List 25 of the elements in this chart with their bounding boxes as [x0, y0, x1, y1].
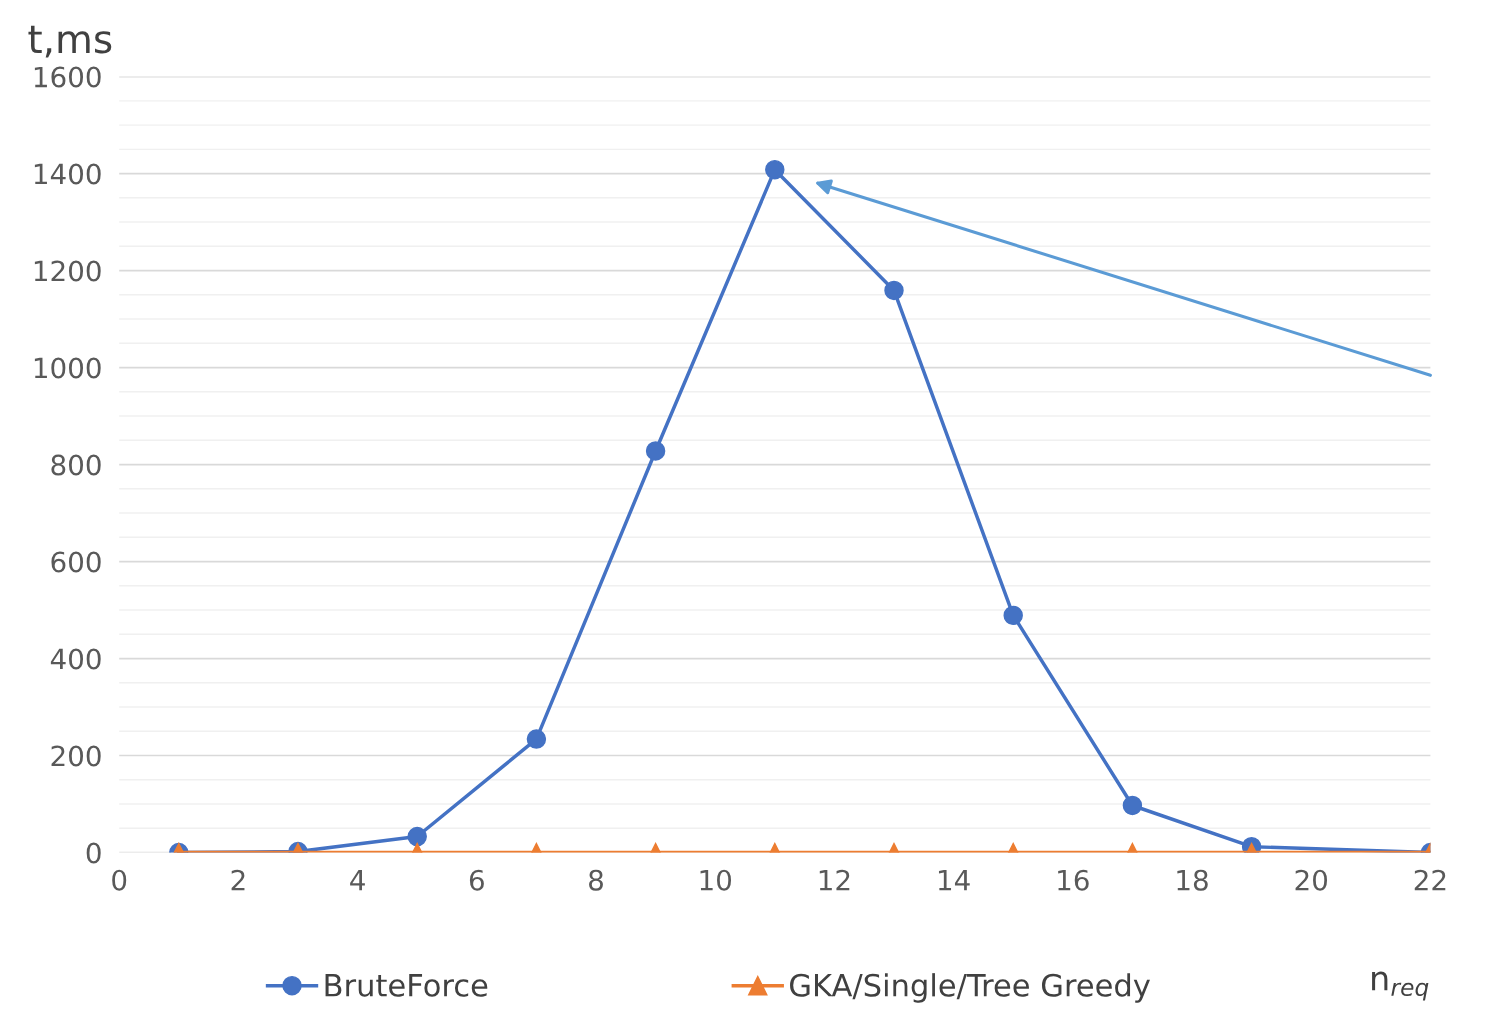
x-tick-label: 16	[1058, 869, 1089, 891]
x-tick-label: 14	[938, 870, 970, 891]
y-tick-label: 200	[51, 745, 101, 767]
y-tick-label: 1000	[34, 357, 101, 379]
x-tick-label: 8	[589, 869, 603, 891]
x-tick-label: 18	[1177, 869, 1208, 891]
x-tick-label: 0	[112, 869, 127, 891]
x-tick-label: 4	[350, 870, 365, 891]
x-axis-title: n$_{req}$	[1372, 971, 1429, 1001]
y-axis-title: t,ms	[28, 25, 112, 58]
x-tick-label: 20	[1295, 869, 1328, 891]
y-tick-label: 1400	[34, 163, 101, 185]
y-tick-label: 400	[50, 648, 101, 670]
y-tick-label: 600	[51, 551, 101, 573]
x-tick-label: 12	[819, 869, 850, 891]
x-tick-label: 22	[1414, 869, 1446, 891]
x-tick-label: 10	[700, 869, 732, 891]
y-tick-label: 1200	[34, 260, 101, 282]
legend-label: GKA/Single/Tree Greedy	[790, 973, 1150, 1003]
legend-label: BruteForce	[325, 974, 488, 997]
y-tick-label: 0	[86, 842, 101, 864]
x-tick-label: 6	[469, 869, 484, 891]
y-tick-label: 800	[51, 454, 101, 476]
x-tick-label: 2	[231, 869, 245, 891]
y-tick-label: 1600	[34, 66, 101, 88]
